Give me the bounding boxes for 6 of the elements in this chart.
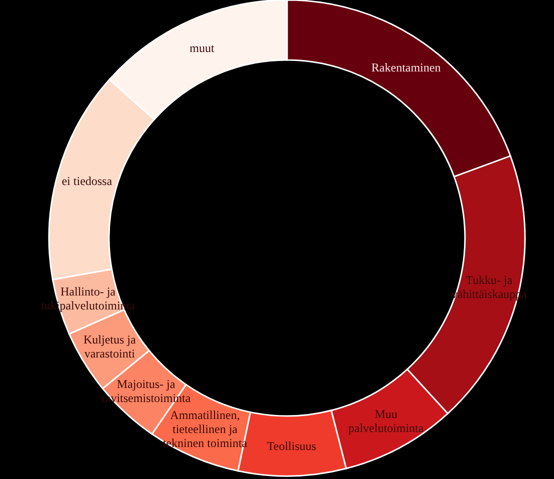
slice-label: Muu palvelutoiminta [348, 406, 424, 435]
slice-label: Rakentaminen [371, 60, 441, 74]
slice-label: muut [190, 41, 215, 56]
slice-label: Teollisuus [266, 438, 316, 453]
slice-label: Kuljetus ja varastointi [83, 332, 136, 361]
slice-label: ei tiedossa [62, 174, 113, 188]
